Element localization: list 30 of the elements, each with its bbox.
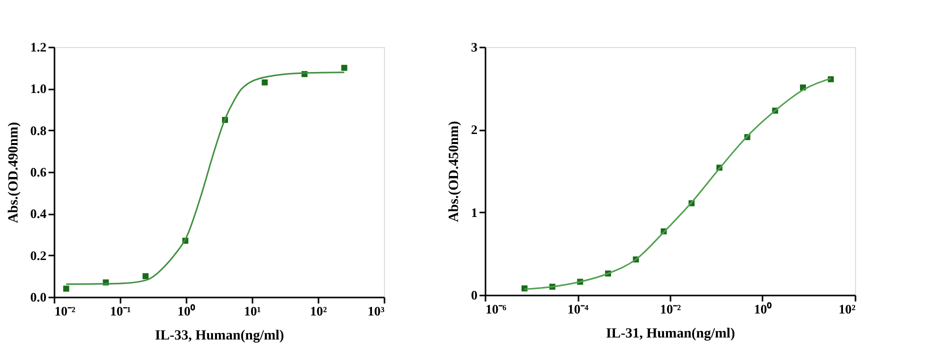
point — [262, 79, 268, 86]
x-axis-title: IL-31, Human(ng/ml) — [606, 326, 736, 342]
y-tick-label: 1.2 — [30, 40, 46, 54]
point — [63, 286, 70, 292]
y-axis-title: Abs.(OD.450nm) — [447, 120, 462, 222]
x-axis-title: IL-33, Human(ng/ml) — [154, 328, 284, 344]
y-tick-label: 0.8 — [30, 122, 47, 138]
y-tick-label: 1 — [471, 204, 478, 220]
y-tick-label: 1.0 — [30, 81, 46, 96]
x-tick-label: 10⁰ — [178, 304, 196, 318]
y-tick-label: 0 — [471, 288, 478, 302]
y-tick-label: 0.0 — [30, 290, 46, 304]
x-tick-label: 10⁻¹ — [110, 304, 132, 318]
x-tick-label: 10⁻² — [660, 302, 682, 316]
point — [142, 273, 149, 280]
y-axis-title: Abs.(OD.490nm) — [6, 122, 22, 224]
y-tick-label: 2 — [471, 122, 478, 138]
y-tick-label: 0.6 — [30, 164, 47, 180]
x-tick-label: 10² — [310, 304, 328, 318]
x-tick-label: 10³ — [368, 304, 385, 318]
x-tick-label: 10¹ — [244, 304, 262, 318]
x-tick-label: 10⁻² — [54, 304, 76, 318]
x-tick-label: 10⁻⁶ — [486, 302, 506, 316]
point — [341, 64, 348, 71]
x-tick-label: 10⁰ — [754, 302, 772, 316]
x-tick-label: 10⁻⁴ — [568, 302, 589, 316]
y-tick-label: 0.4 — [30, 206, 47, 222]
x-tick-label: 10² — [838, 302, 856, 316]
y-tick-label: 0.2 — [30, 248, 46, 263]
y-tick-label: 3 — [471, 40, 478, 54]
